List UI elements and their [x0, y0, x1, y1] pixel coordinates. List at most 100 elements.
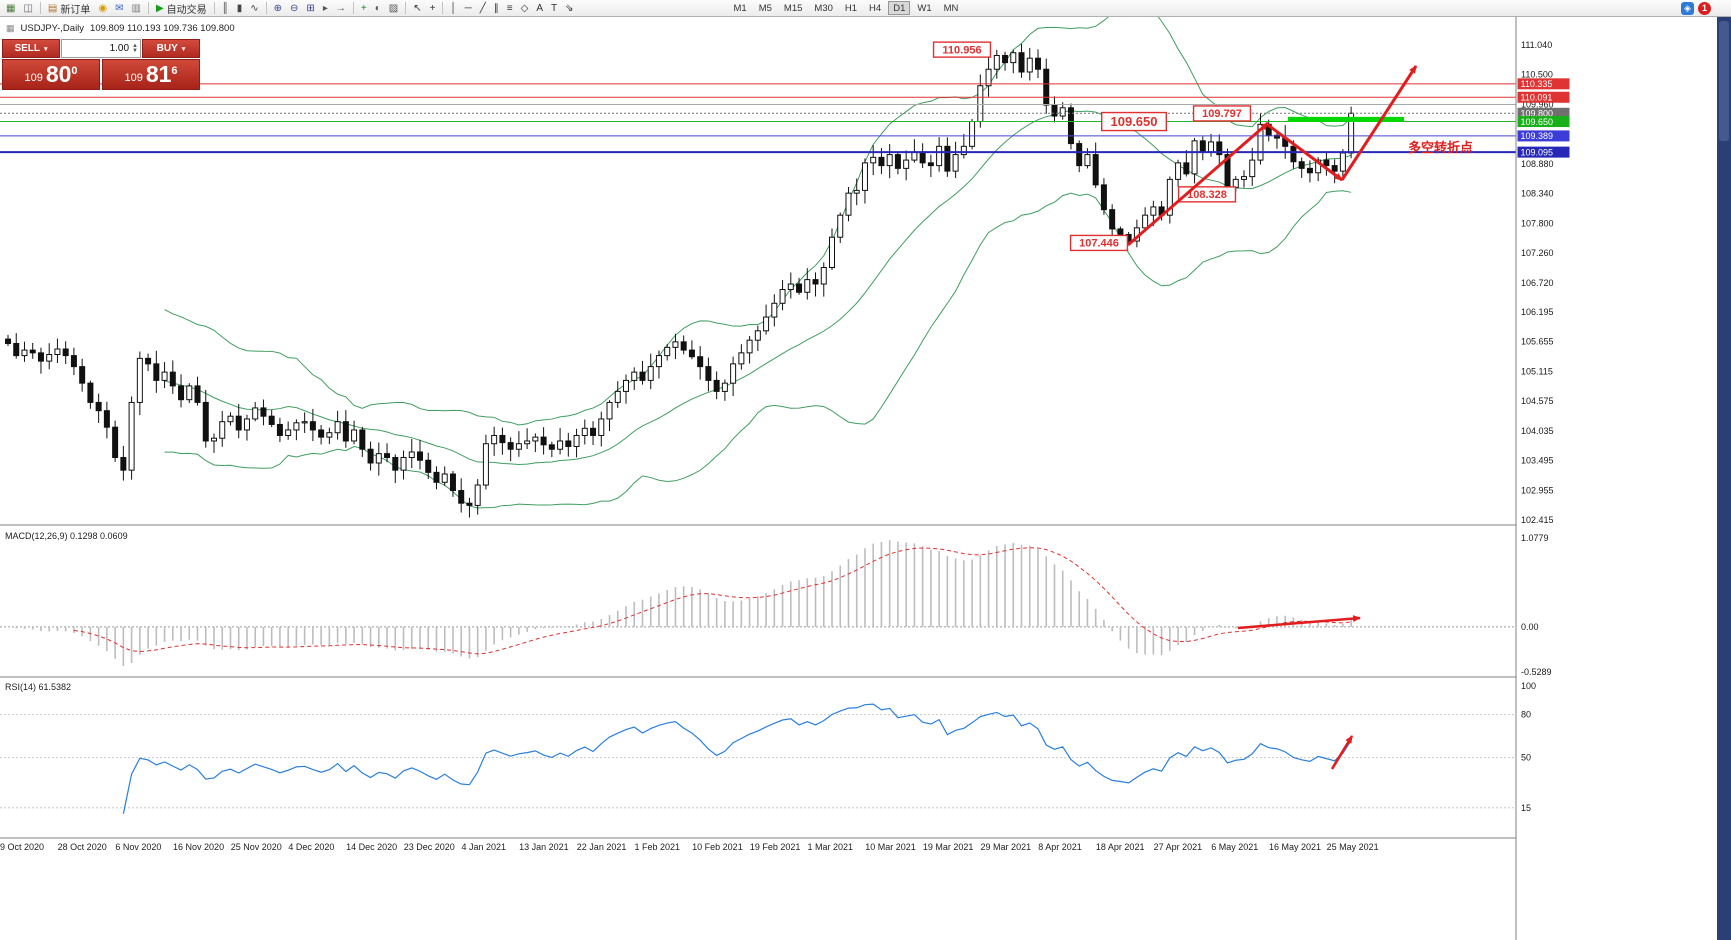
arrows-icon[interactable]: ⇘	[561, 1, 577, 16]
svg-text:10 Mar 2021: 10 Mar 2021	[865, 842, 916, 852]
periods-icon[interactable]: ◐	[371, 1, 385, 16]
chevron-down-icon: ▾	[44, 45, 48, 53]
arrows-icon: ⇘	[565, 2, 574, 14]
svg-text:4 Jan 2021: 4 Jan 2021	[461, 842, 506, 852]
svg-text:4 Dec 2020: 4 Dec 2020	[288, 842, 334, 852]
svg-text:80: 80	[1521, 710, 1531, 720]
main-toolbar: ▦ ◫ ▤ 新订单 ◉ ✉ ▥ ▶ 自动交易 ║ ▮ ∿ ⊕ ⊖ ⊞ ▸ → + ◐ ▨ ↖ + │ ─ ╱ ∥ ≡ ◇ A T ⇘ M1 M5…	[0, 0, 1731, 17]
bars-chart-icon[interactable]: ║	[218, 1, 233, 16]
timeframe-button-h4[interactable]: H4	[869, 3, 882, 14]
candlestick-chart-icon: ▮	[236, 2, 243, 14]
indicators-icon[interactable]: +	[357, 1, 371, 16]
line-chart-icon[interactable]: ∿	[246, 1, 262, 16]
timeframe-button-h1[interactable]: H1	[844, 3, 858, 14]
toolbar-separator	[265, 2, 267, 14]
toolbar-separator	[352, 2, 354, 14]
alerts-icon[interactable]: ◉	[94, 1, 111, 16]
svg-text:25 May 2021: 25 May 2021	[1327, 842, 1379, 852]
chart-canvas: 110.956 109.650 109.797 108.328 107.446 多空转折点…	[0, 17, 1731, 940]
toolbar-separator	[39, 2, 41, 14]
label-icon: T	[551, 2, 558, 14]
svg-text:107.800: 107.800	[1521, 218, 1554, 228]
svg-text:16 Nov 2020: 16 Nov 2020	[173, 842, 224, 852]
svg-text:29 Mar 2021: 29 Mar 2021	[981, 842, 1032, 852]
trendline-icon[interactable]: ╱	[476, 1, 490, 16]
chevron-down-icon: ▾	[181, 45, 186, 53]
buy-price-display[interactable]: 109 81 6	[102, 59, 200, 90]
sell-price-display[interactable]: 109 80 0	[2, 59, 100, 90]
svg-text:0.00: 0.00	[1521, 622, 1539, 632]
templates-icon[interactable]: ▨	[385, 1, 402, 16]
rsi-indicator: RSI(14) 61.5382 100 80 50 15	[0, 681, 1536, 814]
sell-price-base: 109	[24, 72, 43, 84]
crosshair-icon: +	[429, 2, 436, 14]
profiles-icon[interactable]: ◫	[19, 1, 36, 16]
timeframe-button-w1[interactable]: W1	[917, 3, 932, 14]
svg-text:105.115: 105.115	[1521, 366, 1553, 376]
svg-text:109.650: 109.650	[1521, 117, 1554, 127]
auto-trading-button[interactable]: ▶ 自动交易	[152, 1, 211, 16]
fibonacci-icon[interactable]: ≡	[503, 1, 517, 16]
volume-stepper[interactable]: ▲ ▼	[132, 42, 138, 54]
new-chart-icon: ▦	[6, 2, 16, 14]
tile-windows-icon: ⊞	[306, 2, 315, 14]
timeframe-button-mn[interactable]: MN	[943, 3, 959, 14]
buy-price-sup: 6	[171, 65, 178, 77]
indicators-icon: +	[360, 2, 367, 14]
volume-value: 1.00	[109, 43, 130, 54]
svg-text:109.389: 109.389	[1521, 131, 1554, 141]
zoom-out-icon: ⊖	[290, 2, 299, 14]
horizontal-line-icon[interactable]: ─	[461, 1, 476, 16]
svg-text:104.575: 104.575	[1521, 396, 1554, 406]
cursor-icon: ↖	[413, 2, 422, 14]
timeframe-button-d1[interactable]: D1	[888, 1, 911, 15]
svg-text:16 May 2021: 16 May 2021	[1269, 842, 1321, 852]
mailbox-icon[interactable]: ✉	[111, 1, 127, 16]
price-axis: 111.040 110.500 109.960 108.880 108.340 107.8…	[1517, 40, 1570, 525]
trendline-icon: ╱	[479, 2, 486, 14]
svg-text:28 Oct 2020: 28 Oct 2020	[58, 842, 107, 852]
candlestick-series	[5, 43, 1355, 518]
toolbar-separator	[405, 2, 407, 14]
svg-text:22 Jan 2021: 22 Jan 2021	[577, 842, 627, 852]
new-order-button[interactable]: ▤ 新订单	[44, 1, 94, 16]
sell-button[interactable]: SELL ▾	[2, 39, 60, 58]
notification-badge[interactable]: 1	[1698, 1, 1711, 15]
candlestick-chart-icon[interactable]: ▮	[233, 1, 247, 16]
app-icon[interactable]: ◈	[1681, 1, 1694, 15]
channel-icon[interactable]: ∥	[490, 1, 503, 16]
tile-windows-icon[interactable]: ⊞	[302, 1, 318, 16]
volume-input[interactable]: 1.00 ▲ ▼	[61, 39, 141, 58]
timeframe-button-m15[interactable]: M15	[783, 3, 803, 14]
buy-price-big: 81	[145, 61, 172, 87]
crosshair-icon[interactable]: +	[426, 1, 440, 16]
new-order-button-label: 新订单	[60, 4, 91, 16]
cursor-icon[interactable]: ↖	[409, 1, 425, 16]
timeframe-button-m30[interactable]: M30	[814, 3, 833, 14]
chart-symbol-icon: ▦	[6, 23, 15, 33]
svg-text:-0.5289: -0.5289	[1521, 667, 1552, 677]
svg-text:111.040: 111.040	[1521, 40, 1552, 50]
svg-text:27 Apr 2021: 27 Apr 2021	[1154, 842, 1203, 852]
svg-text:1.0779: 1.0779	[1521, 533, 1549, 543]
auto-scroll-icon[interactable]: ▸	[319, 1, 332, 16]
shapes-icon[interactable]: ◇	[517, 1, 533, 16]
fibonacci-icon: ≡	[506, 2, 513, 14]
zoom-in-icon[interactable]: ⊕	[270, 1, 286, 16]
buy-button[interactable]: BUY ▾	[142, 39, 200, 58]
timeframe-button-m5[interactable]: M5	[758, 3, 772, 14]
text-icon[interactable]: A	[532, 1, 547, 16]
new-chart-icon[interactable]: ▦	[2, 1, 19, 16]
svg-text:18 Apr 2021: 18 Apr 2021	[1096, 842, 1145, 852]
rsi-label: RSI(14) 61.5382	[5, 682, 71, 692]
svg-text:107.446: 107.446	[1079, 238, 1119, 250]
label-icon[interactable]: T	[547, 1, 561, 16]
vertical-scrollbar[interactable]	[1717, 17, 1731, 940]
timeframe-button-m1[interactable]: M1	[733, 3, 747, 14]
zoom-out-icon[interactable]: ⊖	[286, 1, 302, 16]
vertical-line-icon[interactable]: │	[446, 1, 460, 16]
script-icon[interactable]: ▥	[127, 1, 144, 16]
svg-text:25 Nov 2020: 25 Nov 2020	[231, 842, 282, 852]
chart-shift-icon[interactable]: →	[332, 1, 350, 16]
mailbox-icon: ✉	[115, 2, 124, 14]
